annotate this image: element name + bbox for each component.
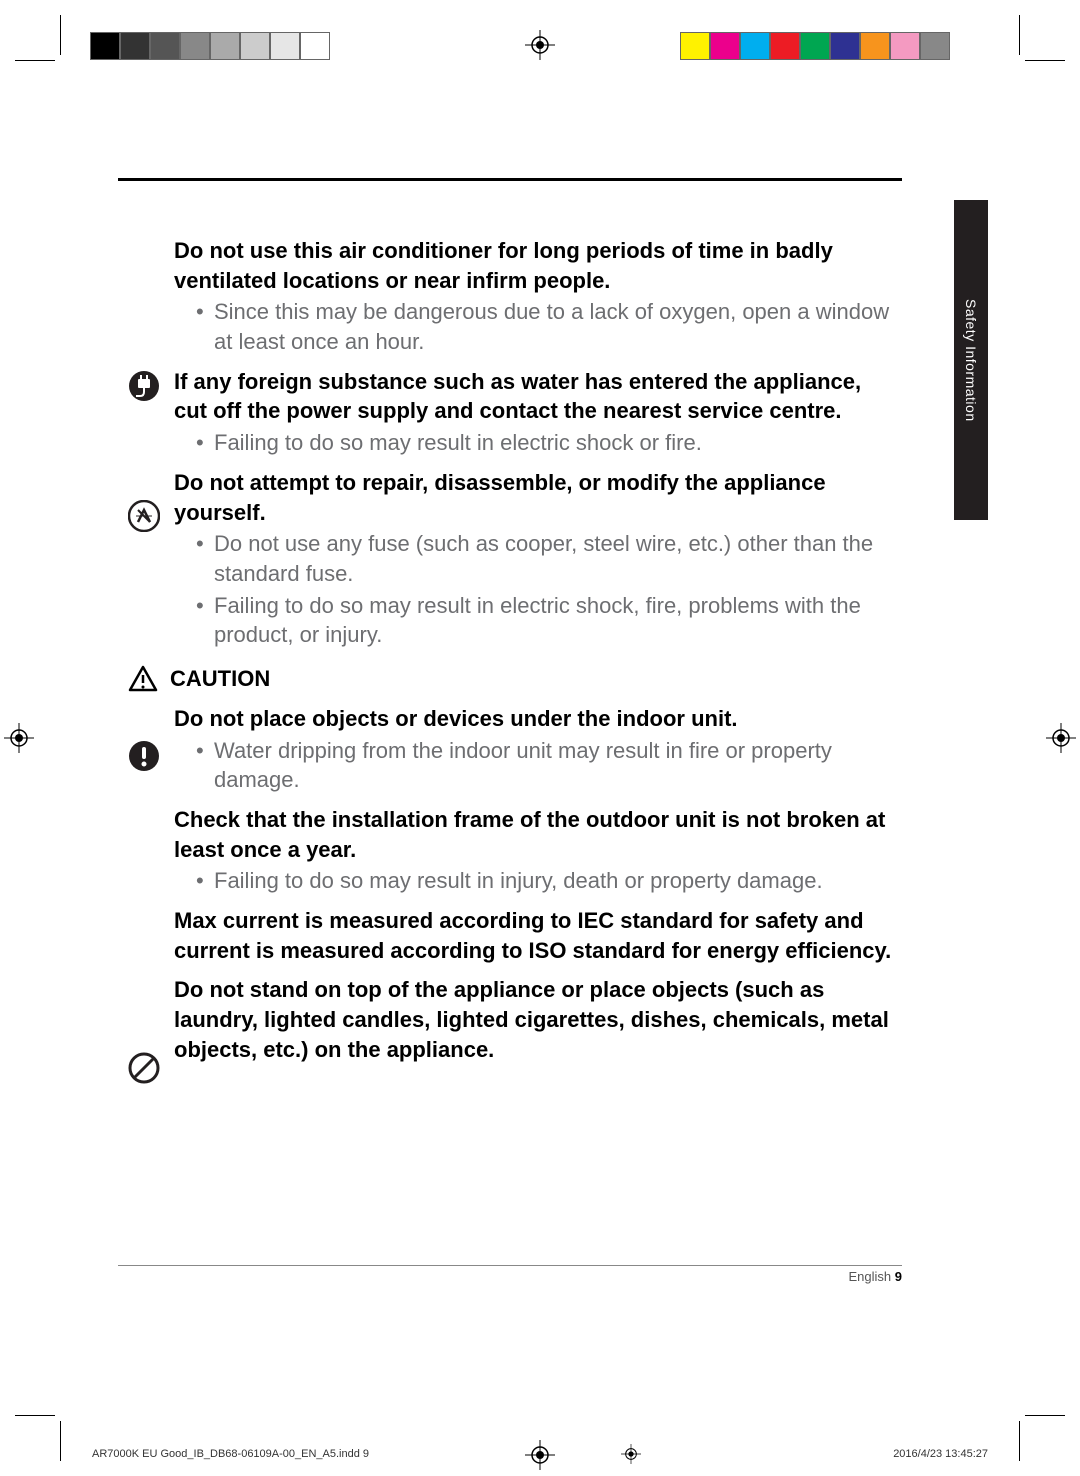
- color-swatch: [180, 32, 210, 60]
- crop-mark: [15, 60, 55, 61]
- safety-block: If any foreign substance such as water h…: [174, 367, 898, 458]
- color-swatch: [740, 32, 770, 60]
- color-swatch: [890, 32, 920, 60]
- color-swatch: [830, 32, 860, 60]
- color-swatch: [860, 32, 890, 60]
- caution-heading: CAUTION: [128, 664, 898, 694]
- color-swatch: [710, 32, 740, 60]
- safety-block: Check that the installation frame of the…: [174, 805, 898, 896]
- color-swatch: [150, 32, 180, 60]
- safety-block: Do not attempt to repair, disassemble, o…: [174, 468, 898, 650]
- color-swatch: [90, 32, 120, 60]
- bullet-item: Water dripping from the indoor unit may …: [196, 736, 898, 795]
- color-bar-grayscale: [90, 32, 330, 60]
- color-swatch: [270, 32, 300, 60]
- print-file: AR7000K EU Good_IB_DB68-06109A-00_EN_A5.…: [92, 1448, 369, 1460]
- block-heading: Do not use this air conditioner for long…: [174, 236, 898, 295]
- registration-mark-icon: [525, 30, 555, 60]
- block-bullets: Since this may be dangerous due to a lac…: [174, 297, 898, 356]
- exclamation-icon: [128, 740, 160, 772]
- color-swatch: [680, 32, 710, 60]
- top-rule: [118, 178, 902, 181]
- disassemble-icon: [128, 500, 160, 532]
- color-swatch: [920, 32, 950, 60]
- print-timestamp: 2016/4/23 13:45:27: [893, 1448, 988, 1460]
- block-bullets: Failing to do so may result in injury, d…: [174, 866, 898, 896]
- prohibit-icon: [128, 1052, 160, 1084]
- bullet-item: Failing to do so may result in electric …: [196, 428, 898, 458]
- safety-block: Do not place objects or devices under th…: [174, 704, 898, 795]
- color-swatch: [800, 32, 830, 60]
- block-heading: Do not attempt to repair, disassemble, o…: [174, 468, 898, 527]
- caution-label: CAUTION: [170, 664, 270, 694]
- registration-mark-icon: [1046, 723, 1076, 753]
- bullet-item: Since this may be dangerous due to a lac…: [196, 297, 898, 356]
- block-heading: Max current is measured according to IEC…: [174, 906, 898, 965]
- color-swatch: [210, 32, 240, 60]
- safety-block: Do not use this air conditioner for long…: [174, 236, 898, 357]
- block-heading: Do not stand on top of the appliance or …: [174, 975, 898, 1064]
- color-swatch: [240, 32, 270, 60]
- block-bullets: Failing to do so may result in electric …: [174, 428, 898, 458]
- color-bar-process: [680, 32, 950, 60]
- color-swatch: [300, 32, 330, 60]
- footer-rule: [118, 1265, 902, 1266]
- footer-text: English 9: [849, 1269, 903, 1284]
- section-tab: Safety Information: [954, 200, 988, 520]
- block-heading: If any foreign substance such as water h…: [174, 367, 898, 426]
- section-tab-label: Safety Information: [963, 299, 979, 422]
- block-heading: Check that the installation frame of the…: [174, 805, 898, 864]
- color-swatch: [120, 32, 150, 60]
- plug-icon: [128, 370, 160, 402]
- crop-mark: [15, 1415, 55, 1416]
- safety-block: Do not stand on top of the appliance or …: [174, 975, 898, 1064]
- block-heading: Do not place objects or devices under th…: [174, 704, 898, 734]
- print-footer: AR7000K EU Good_IB_DB68-06109A-00_EN_A5.…: [92, 1444, 988, 1464]
- footer-lang: English: [849, 1269, 892, 1284]
- crop-mark: [1019, 1421, 1020, 1461]
- block-bullets: Do not use any fuse (such as cooper, ste…: [174, 529, 898, 650]
- content-area: Do not use this air conditioner for long…: [174, 236, 898, 1075]
- block-bullets: Water dripping from the indoor unit may …: [174, 736, 898, 795]
- safety-block: Max current is measured according to IEC…: [174, 906, 898, 965]
- color-swatch: [770, 32, 800, 60]
- crop-mark: [1025, 60, 1065, 61]
- footer-page-number: 9: [895, 1269, 902, 1284]
- registration-mark-icon: [621, 1444, 641, 1464]
- bullet-item: Failing to do so may result in electric …: [196, 591, 898, 650]
- registration-mark-icon: [4, 723, 34, 753]
- caution-triangle-icon: [128, 664, 158, 694]
- bullet-item: Failing to do so may result in injury, d…: [196, 866, 898, 896]
- page-body: Safety Information Do not use this air c…: [92, 80, 988, 1290]
- crop-mark: [60, 1421, 61, 1461]
- bullet-item: Do not use any fuse (such as cooper, ste…: [196, 529, 898, 588]
- crop-mark: [1025, 1415, 1065, 1416]
- crop-mark: [1019, 15, 1020, 55]
- crop-mark: [60, 15, 61, 55]
